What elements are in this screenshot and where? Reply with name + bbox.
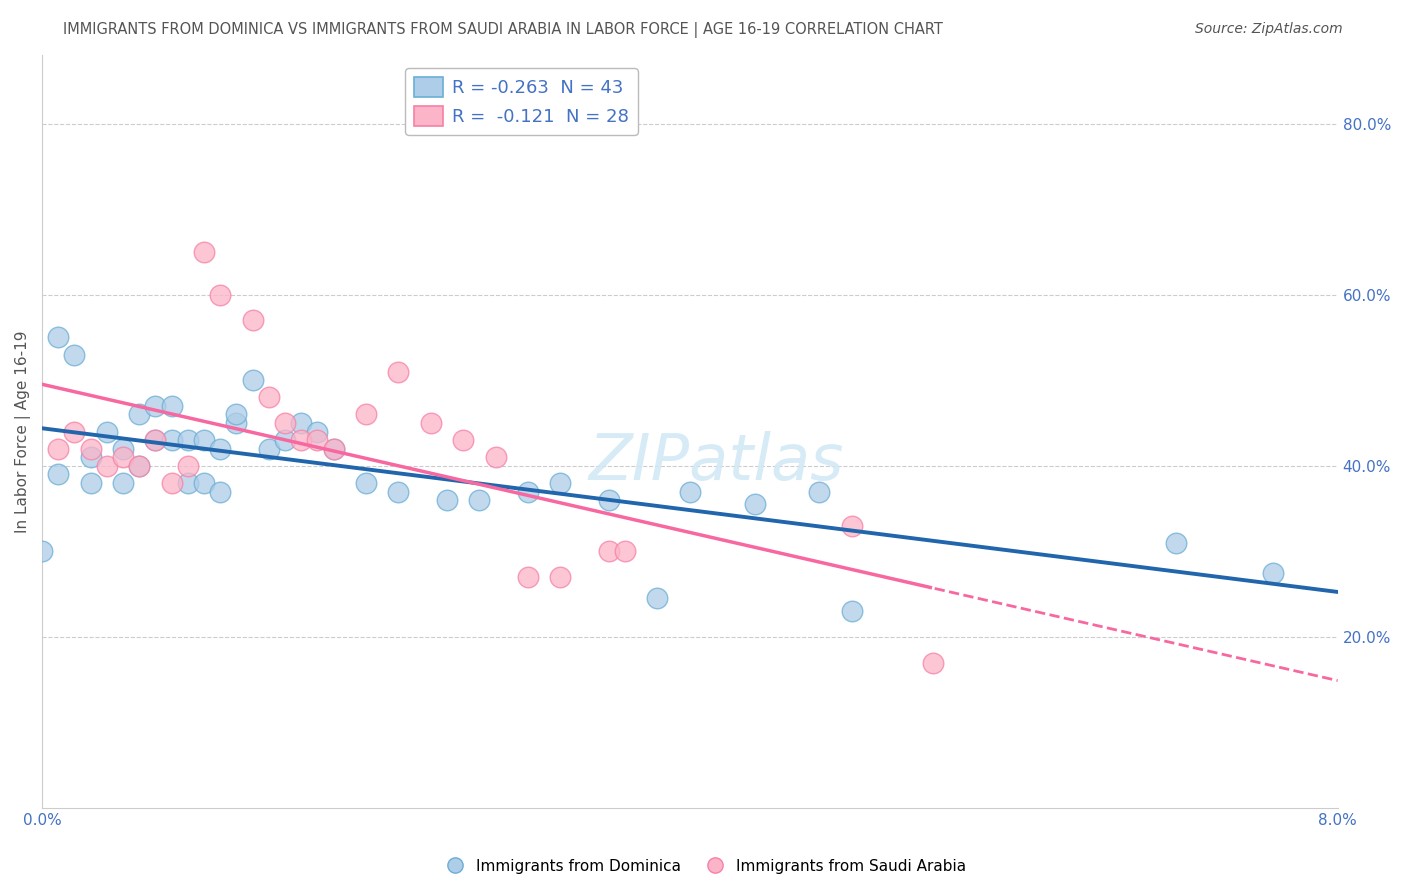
- Point: [354, 408, 377, 422]
- Point: [160, 433, 183, 447]
- Point: [80, 475, 103, 490]
- Point: [290, 416, 312, 430]
- Point: [80, 450, 103, 465]
- Point: [307, 425, 329, 439]
- Point: [322, 442, 344, 456]
- Point: [550, 570, 572, 584]
- Point: [647, 591, 669, 606]
- Point: [63, 425, 86, 439]
- Point: [193, 433, 215, 447]
- Legend: Immigrants from Dominica, Immigrants from Saudi Arabia: Immigrants from Dominica, Immigrants fro…: [433, 853, 973, 880]
- Point: [46, 467, 69, 482]
- Point: [484, 450, 506, 465]
- Point: [96, 425, 118, 439]
- Point: [516, 570, 538, 584]
- Y-axis label: In Labor Force | Age 16-19: In Labor Force | Age 16-19: [15, 330, 31, 533]
- Point: [598, 544, 620, 558]
- Point: [46, 442, 69, 456]
- Point: [145, 399, 167, 413]
- Point: [80, 442, 103, 456]
- Point: [225, 408, 247, 422]
- Point: [112, 475, 135, 490]
- Point: [209, 442, 232, 456]
- Point: [128, 408, 150, 422]
- Point: [193, 475, 215, 490]
- Point: [257, 442, 280, 456]
- Point: [257, 390, 280, 404]
- Point: [744, 497, 766, 511]
- Point: [177, 458, 200, 473]
- Legend: R = -0.263  N = 43, R =  -0.121  N = 28: R = -0.263 N = 43, R = -0.121 N = 28: [405, 68, 638, 135]
- Point: [419, 416, 441, 430]
- Point: [274, 416, 297, 430]
- Point: [598, 493, 620, 508]
- Text: IMMIGRANTS FROM DOMINICA VS IMMIGRANTS FROM SAUDI ARABIA IN LABOR FORCE | AGE 16: IMMIGRANTS FROM DOMINICA VS IMMIGRANTS F…: [63, 22, 943, 38]
- Point: [808, 484, 831, 499]
- Point: [177, 475, 200, 490]
- Point: [145, 433, 167, 447]
- Point: [242, 313, 264, 327]
- Point: [921, 656, 943, 670]
- Point: [322, 442, 344, 456]
- Text: ZIPatlas: ZIPatlas: [588, 431, 844, 492]
- Point: [112, 442, 135, 456]
- Point: [145, 433, 167, 447]
- Point: [290, 433, 312, 447]
- Point: [307, 433, 329, 447]
- Point: [451, 433, 474, 447]
- Point: [1261, 566, 1284, 580]
- Text: Source: ZipAtlas.com: Source: ZipAtlas.com: [1195, 22, 1343, 37]
- Point: [387, 365, 409, 379]
- Point: [209, 484, 232, 499]
- Point: [46, 330, 69, 344]
- Point: [354, 475, 377, 490]
- Point: [242, 373, 264, 387]
- Point: [516, 484, 538, 499]
- Point: [31, 544, 53, 558]
- Point: [1164, 536, 1187, 550]
- Point: [128, 458, 150, 473]
- Point: [112, 450, 135, 465]
- Point: [160, 475, 183, 490]
- Point: [436, 493, 458, 508]
- Point: [209, 287, 232, 301]
- Point: [550, 475, 572, 490]
- Point: [128, 458, 150, 473]
- Point: [274, 433, 297, 447]
- Point: [225, 416, 247, 430]
- Point: [160, 399, 183, 413]
- Point: [841, 518, 863, 533]
- Point: [614, 544, 637, 558]
- Point: [177, 433, 200, 447]
- Point: [841, 604, 863, 618]
- Point: [468, 493, 491, 508]
- Point: [96, 458, 118, 473]
- Point: [679, 484, 702, 499]
- Point: [387, 484, 409, 499]
- Point: [193, 244, 215, 259]
- Point: [63, 348, 86, 362]
